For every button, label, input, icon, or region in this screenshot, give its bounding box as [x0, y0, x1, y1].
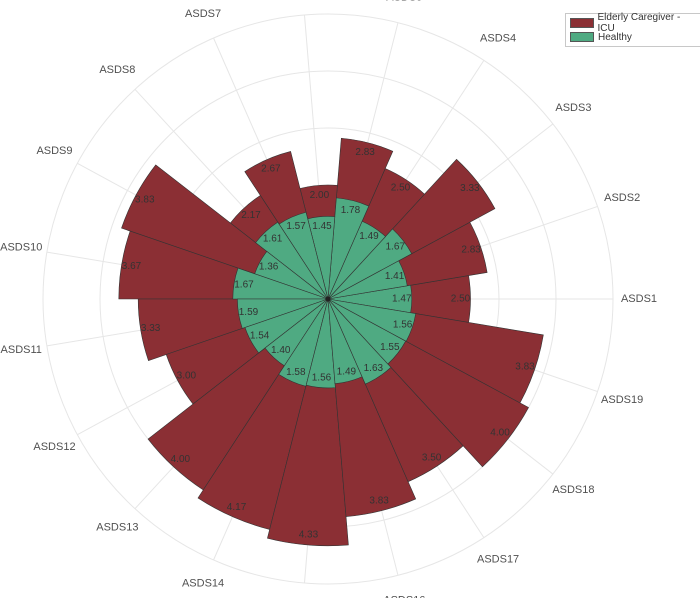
legend: Elderly Caregiver - ICU Healthy [565, 12, 700, 47]
value-label-series-0-asds3: 3.33 [460, 183, 480, 194]
value-label-series-0-asds14: 4.17 [227, 502, 247, 513]
bar-series-1-asds17 [327, 298, 392, 385]
bar-series-1-asds14 [278, 298, 329, 387]
bar-series-1-asds3 [327, 228, 413, 300]
value-label-series-1-asds8: 1.61 [263, 233, 283, 244]
legend-item-series-1: Healthy [570, 30, 698, 44]
category-label-asds7: ASDS7 [185, 8, 221, 20]
bar-series-1-asds5 [327, 197, 370, 300]
value-label-series-0-asds4: 2.50 [391, 183, 411, 194]
value-label-series-0-asds15: 4.33 [299, 530, 319, 541]
category-label-asds8: ASDS8 [99, 64, 135, 76]
value-label-series-1-asds13: 1.40 [271, 345, 291, 356]
value-label-series-1-asds19: 1.56 [393, 319, 413, 330]
category-label-asds5: ASDS5 [386, 0, 422, 3]
category-label-asds10: ASDS10 [0, 242, 42, 254]
value-label-series-1-asds7: 1.57 [286, 221, 306, 232]
value-label-series-0-asds7: 2.67 [261, 163, 281, 174]
category-label-asds1: ASDS1 [621, 293, 657, 305]
bar-series-1-asds10 [232, 267, 329, 300]
value-label-series-0-asds11: 3.33 [141, 323, 161, 334]
category-label-asds14: ASDS14 [182, 578, 224, 590]
labels: ASDS1ASDS2ASDS3ASDS4ASDS5ASDS6ASDS7ASDS8… [0, 0, 657, 598]
value-label-series-1-asds2: 1.41 [385, 271, 405, 282]
center-dot [325, 296, 331, 302]
value-label-series-0-asds19: 3.83 [515, 361, 535, 372]
value-label-series-0-asds5: 2.83 [355, 147, 375, 158]
value-label-series-1-asds12: 1.54 [250, 331, 270, 342]
value-label-series-1-asds3: 1.67 [385, 241, 405, 252]
category-label-asds2: ASDS2 [604, 192, 640, 204]
value-label-series-1-asds16: 1.49 [337, 366, 357, 377]
value-label-series-1-asds4: 1.49 [359, 231, 379, 242]
bar-series-1-asds8 [255, 221, 329, 300]
value-label-series-0-asds9: 3.83 [135, 194, 155, 205]
value-label-series-1-asds18: 1.55 [380, 342, 400, 353]
value-label-series-1-asds5: 1.78 [341, 205, 361, 216]
value-label-series-0-asds17: 3.50 [422, 452, 442, 463]
category-label-asds9: ASDS9 [36, 145, 72, 157]
value-label-series-0-asds10: 3.67 [122, 261, 142, 272]
category-label-asds4: ASDS4 [480, 33, 516, 45]
value-label-series-1-asds10: 1.67 [234, 280, 254, 291]
value-label-series-1-asds14: 1.58 [286, 367, 306, 378]
bar-series-1-asds19 [327, 298, 417, 342]
category-label-asds16: ASDS16 [383, 594, 425, 598]
value-label-series-0-asds12: 3.00 [177, 370, 197, 381]
legend-swatch-series-0 [570, 18, 594, 28]
value-label-series-1-asds6: 1.45 [312, 221, 332, 232]
category-label-asds13: ASDS13 [96, 522, 138, 534]
value-label-series-0-asds13: 4.00 [171, 454, 191, 465]
value-label-series-1-asds15: 1.56 [312, 372, 332, 383]
value-label-series-1-asds9: 1.36 [259, 262, 279, 273]
category-label-asds3: ASDS3 [555, 102, 591, 114]
category-label-asds19: ASDS19 [601, 394, 643, 406]
category-label-asds18: ASDS18 [552, 484, 594, 496]
value-label-series-0-asds18: 4.00 [490, 428, 510, 439]
bars [118, 137, 544, 547]
category-label-asds11: ASDS11 [1, 344, 42, 356]
legend-label-series-1: Healthy [598, 31, 632, 43]
legend-swatch-series-1 [570, 32, 594, 42]
value-label-series-0-asds16: 3.83 [369, 496, 389, 507]
value-label-series-1-asds17: 1.63 [364, 363, 384, 374]
category-label-asds12: ASDS12 [33, 441, 75, 453]
value-label-series-1-asds11: 1.59 [239, 307, 259, 318]
bar-series-1-asds11 [237, 298, 329, 329]
value-label-series-0-asds1: 2.50 [451, 294, 471, 305]
legend-label-series-0: Elderly Caregiver - ICU [597, 12, 681, 34]
bar-series-1-asds15 [305, 298, 336, 389]
value-label-series-0-asds2: 2.83 [461, 245, 481, 256]
value-label-series-1-asds1: 1.47 [392, 294, 412, 305]
category-label-asds17: ASDS17 [477, 553, 519, 565]
legend-item-series-0: Elderly Caregiver - ICU [570, 12, 698, 34]
bar-series-1-asds12 [244, 298, 329, 354]
value-label-series-0-asds6: 2.00 [310, 190, 330, 201]
value-label-series-0-asds8: 2.17 [241, 210, 261, 221]
